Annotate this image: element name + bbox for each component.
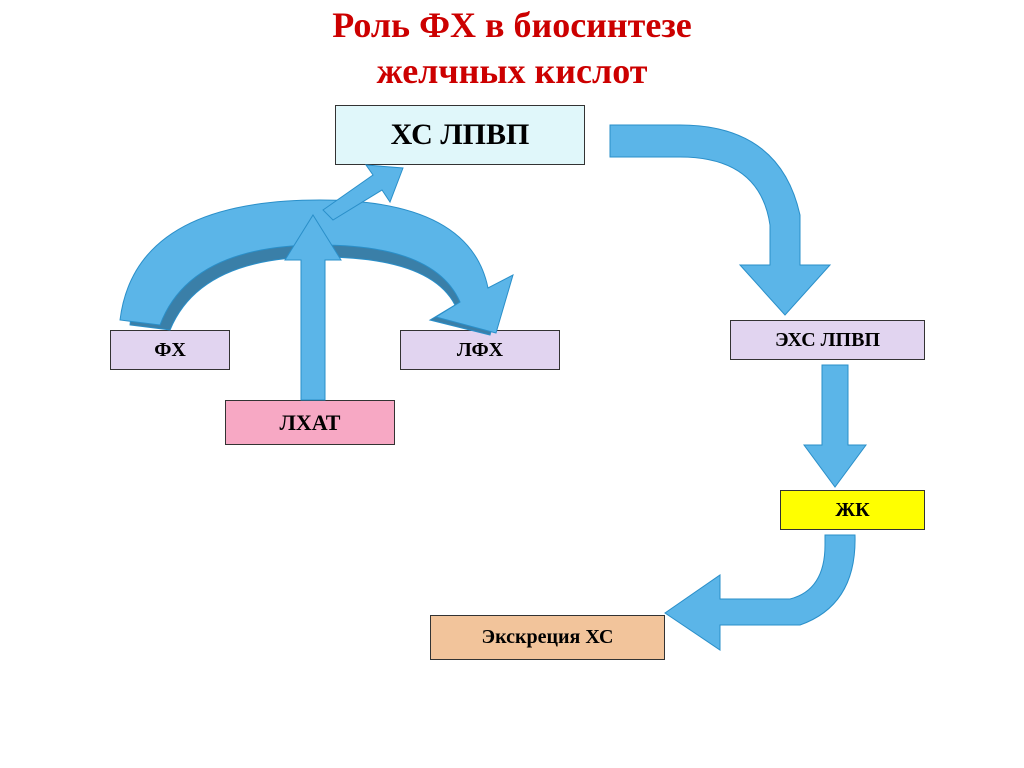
node-excretion: Экскреция ХС — [430, 615, 665, 660]
arrow-into-hs-lpvp — [318, 160, 408, 220]
node-hs-lpvp: ХС ЛПВП — [335, 105, 585, 165]
node-zhk: ЖК — [780, 490, 925, 530]
arrow-ehs-to-zhk — [800, 365, 870, 490]
title-line-1: Роль ФХ в биосинтезе — [0, 4, 1024, 46]
title-line-2: желчных кислот — [0, 50, 1024, 92]
arrow-hs-to-ehs — [600, 115, 860, 325]
arrow-zhk-to-excretion — [660, 535, 880, 675]
node-lhat: ЛХАТ — [225, 400, 395, 445]
arrow-lhat-up — [283, 215, 343, 400]
node-ehs-lpvp: ЭХС ЛПВП — [730, 320, 925, 360]
